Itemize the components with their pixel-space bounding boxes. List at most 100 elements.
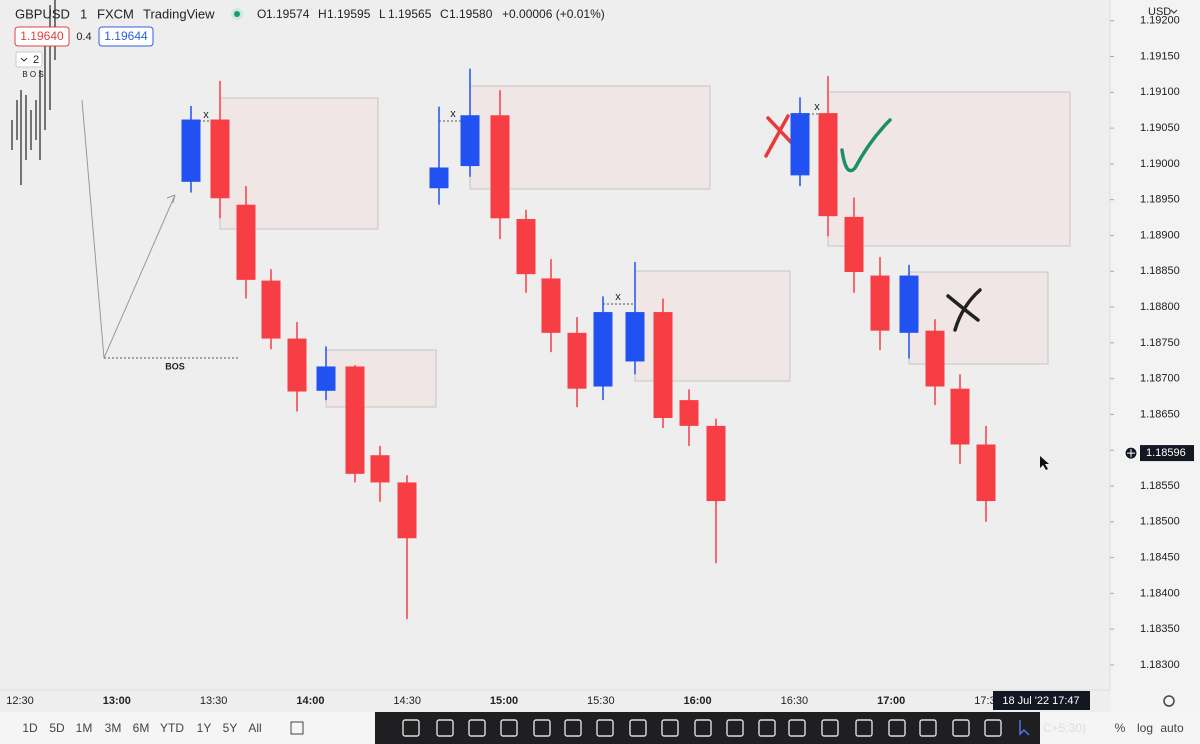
settings-icon[interactable] <box>1163 695 1175 707</box>
tool-icon[interactable] <box>694 719 712 737</box>
option-button[interactable]: auto <box>1160 721 1184 735</box>
body <box>316 366 336 391</box>
crosshair-time: 18 Jul '22 17:47 <box>1002 695 1079 707</box>
y-tick-label: 1.18300 <box>1140 659 1180 671</box>
x-tick-label: 13:00 <box>103 695 131 707</box>
tool-icon[interactable] <box>726 719 744 737</box>
timezone[interactable]: C+5:30) <box>1043 721 1086 735</box>
indicator-count: 2 <box>33 54 39 66</box>
tool-icon[interactable] <box>500 719 518 737</box>
body <box>706 425 726 502</box>
x-tick-label: 16:00 <box>684 695 712 707</box>
ohlc: O 1.19574 H 1.19595 L 1.19565 C 1.19580 +0.00006… <box>257 7 605 21</box>
tool-icon[interactable] <box>596 719 614 737</box>
tool-icon[interactable] <box>984 719 1002 737</box>
buy-box[interactable] <box>98 26 154 47</box>
tool-icon[interactable] <box>821 719 839 737</box>
buy-price: 1.19644 <box>104 29 148 43</box>
x-mark: x <box>203 109 209 121</box>
x-tick-label: 16:30 <box>781 695 809 707</box>
range-button[interactable]: All <box>248 721 261 735</box>
body <box>397 482 417 539</box>
indicator-name: B O S <box>22 70 43 79</box>
tool-icon[interactable] <box>855 719 873 737</box>
supply-zone <box>325 349 437 408</box>
tool-icon[interactable] <box>533 719 551 737</box>
option-button[interactable]: % <box>1115 721 1126 735</box>
x-tick-label: 17:00 <box>877 695 905 707</box>
body <box>516 219 536 275</box>
drawing-toolbar <box>375 712 1040 744</box>
indicator-toggle[interactable] <box>15 51 43 68</box>
tool-icon[interactable] <box>629 719 647 737</box>
bos-label: BOS <box>165 361 185 371</box>
body <box>625 312 645 362</box>
zones <box>219 85 1071 408</box>
range-button[interactable]: 5Y <box>223 721 238 735</box>
range-button[interactable]: 1M <box>76 721 93 735</box>
x-tick-label: 14:30 <box>393 695 421 707</box>
body <box>236 204 256 280</box>
y-tick-label: 1.18500 <box>1140 516 1180 528</box>
crosshair-time-bg <box>993 691 1090 710</box>
ohlc-key: C <box>440 7 449 21</box>
body <box>541 278 561 333</box>
y-tick-label: 1.18350 <box>1140 623 1180 635</box>
body <box>679 400 699 426</box>
green-check <box>840 118 892 173</box>
supply-zone <box>469 85 711 190</box>
y-tick-label: 1.19200 <box>1140 15 1180 27</box>
body <box>818 113 838 217</box>
cursor <box>1040 456 1049 470</box>
currency-chevron <box>1170 9 1178 14</box>
x-tick-label: 13:30 <box>200 695 228 707</box>
x-tick-label: 12:30 <box>6 695 34 707</box>
last-price-label: 1.18596 <box>1146 447 1186 459</box>
range-button[interactable]: 3M <box>105 721 122 735</box>
ohlc-key: O <box>257 7 266 21</box>
body <box>790 113 810 176</box>
supply-zone <box>827 91 1071 247</box>
tool-icon[interactable] <box>952 719 970 737</box>
tool-icon[interactable] <box>919 719 937 737</box>
x-mark: x <box>615 291 621 303</box>
axes: 1.19200 1.19150 1.19100 1.19050 1.19000 1.189… <box>6 15 1194 710</box>
change: +0.00006 (+0.01%) <box>502 7 605 21</box>
range-button[interactable]: 1D <box>22 721 38 735</box>
y-tick-label: 1.18850 <box>1140 265 1180 277</box>
tool-icon[interactable] <box>468 719 486 737</box>
body <box>261 280 281 339</box>
tool-icon[interactable] <box>788 719 806 737</box>
history-candles <box>11 0 56 185</box>
range-button[interactable]: 6M <box>133 721 150 735</box>
range-button[interactable]: 5D <box>49 721 65 735</box>
tool-icon[interactable] <box>758 719 776 737</box>
ohlc-value: 1.19595 <box>327 7 371 21</box>
tool-icon[interactable] <box>564 719 582 737</box>
sell-box[interactable] <box>14 26 70 47</box>
chevron <box>20 57 28 62</box>
body <box>870 275 890 331</box>
y-tick-label: 1.18400 <box>1140 587 1180 599</box>
range-button[interactable]: YTD <box>160 721 184 735</box>
candles <box>181 68 996 620</box>
currency[interactable]: USD <box>1148 6 1171 18</box>
black-cross <box>946 288 982 332</box>
y-tick-label: 1.18950 <box>1140 194 1180 206</box>
body <box>925 330 945 387</box>
tool-icon[interactable] <box>661 719 679 737</box>
symbol: GBPUSD <box>15 6 70 21</box>
ohlc-value: 1.19574 <box>266 7 310 21</box>
tool-icon[interactable] <box>436 719 454 737</box>
spread: 0.4 <box>76 31 91 43</box>
select-tool[interactable] <box>1019 720 1030 736</box>
ohlc-key: H <box>318 7 327 21</box>
option-button[interactable]: log <box>1137 721 1153 735</box>
compare-icon[interactable] <box>290 721 304 735</box>
tool-icon[interactable] <box>888 719 906 737</box>
y-tick-label: 1.18800 <box>1140 301 1180 313</box>
x-tick-label: 15:30 <box>587 695 615 707</box>
tool-icon[interactable] <box>402 719 420 737</box>
range-button[interactable]: 1Y <box>197 721 212 735</box>
plus <box>1127 449 1135 458</box>
